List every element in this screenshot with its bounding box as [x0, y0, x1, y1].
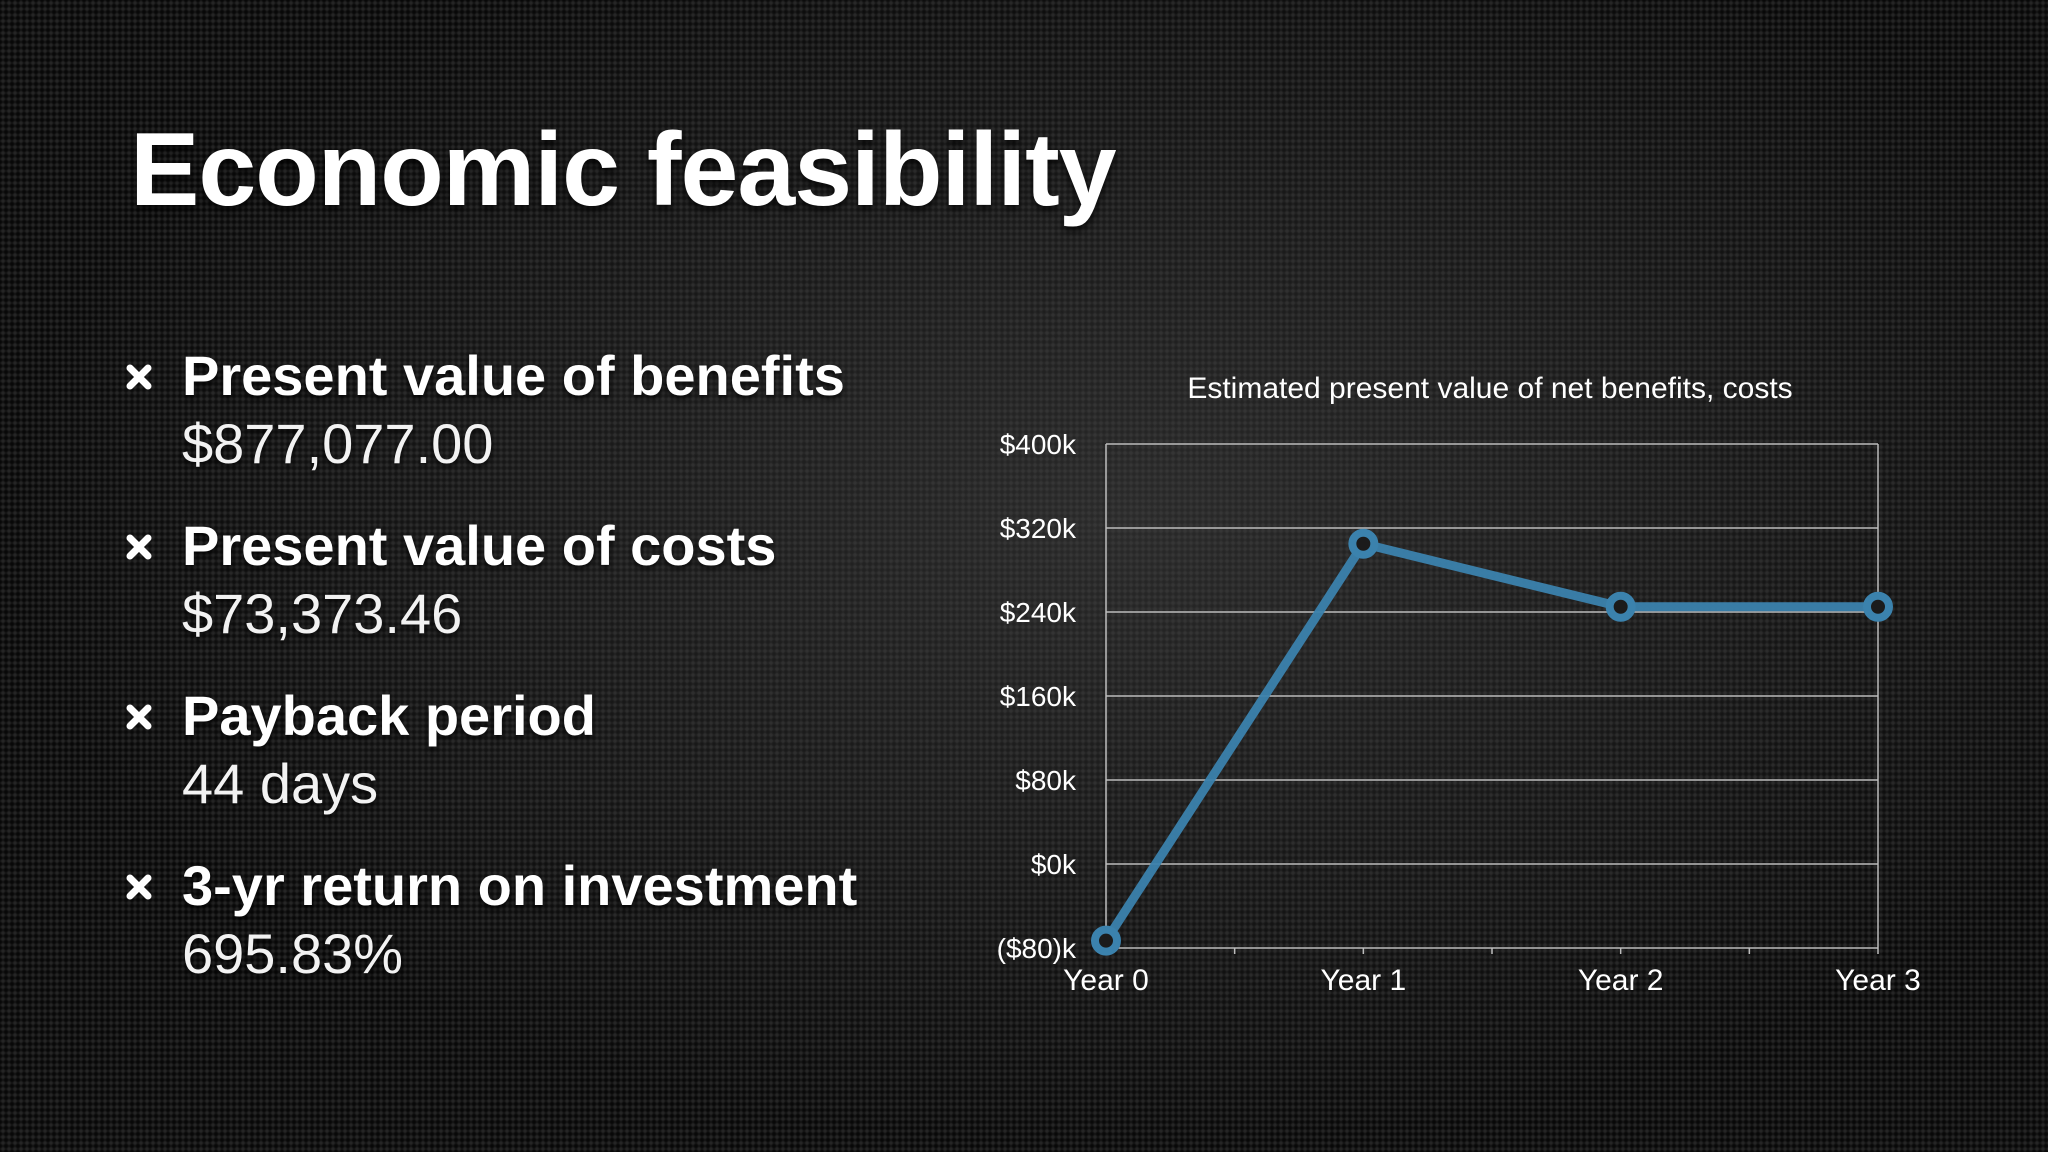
bullet-label: 3-yr return on investment [182, 854, 858, 917]
series-line [1101, 539, 1883, 946]
bullet-item: Payback period 44 days [126, 682, 1006, 852]
data-point-marker [1348, 528, 1379, 559]
slide-title: Economic feasibility [130, 112, 1117, 228]
line-chart: Estimated present value of net benefits,… [997, 372, 1921, 997]
y-tick-label: $240k [1000, 597, 1077, 628]
bullet-value: $877,077.00 [182, 412, 494, 475]
bullet-value: 695.83% [182, 922, 404, 985]
bullet-label: Present value of benefits [182, 344, 845, 407]
cross-bullet-icon [126, 874, 152, 900]
x-tick-label: Year 3 [1835, 964, 1921, 997]
x-tick-label: Year 2 [1578, 964, 1664, 997]
cross-bullet-icon [126, 534, 152, 560]
cross-bullet-icon [126, 704, 152, 730]
x-tick-label: Year 0 [1063, 964, 1149, 997]
bullet-item: Present value of benefits $877,077.00 [126, 342, 1006, 512]
x-tick-label: Year 1 [1321, 964, 1407, 997]
y-tick-label: $80k [1015, 765, 1077, 796]
y-tick-label: $320k [1000, 513, 1077, 544]
bullet-item: 3-yr return on investment 695.83% [126, 852, 1006, 1022]
y-tick-label: $400k [1000, 429, 1077, 460]
cross-bullet-icon [126, 364, 152, 390]
bullet-item: Present value of costs $73,373.46 [126, 512, 1006, 682]
data-point-marker [1863, 591, 1893, 622]
bullet-value: $73,373.46 [182, 582, 463, 645]
bullet-label: Present value of costs [182, 514, 777, 577]
data-point-marker [1091, 925, 1121, 956]
bullet-list: Present value of benefits $877,077.00 Pr… [126, 342, 1006, 1022]
y-tick-label: ($80)k [997, 933, 1077, 964]
bullet-label: Payback period [182, 684, 596, 747]
y-tick-label: $160k [1000, 681, 1077, 712]
bullet-value: 44 days [182, 752, 379, 815]
y-tick-label: $0k [1031, 849, 1077, 880]
chart-title: Estimated present value of net benefits,… [1187, 372, 1792, 405]
data-point-marker [1605, 591, 1636, 622]
